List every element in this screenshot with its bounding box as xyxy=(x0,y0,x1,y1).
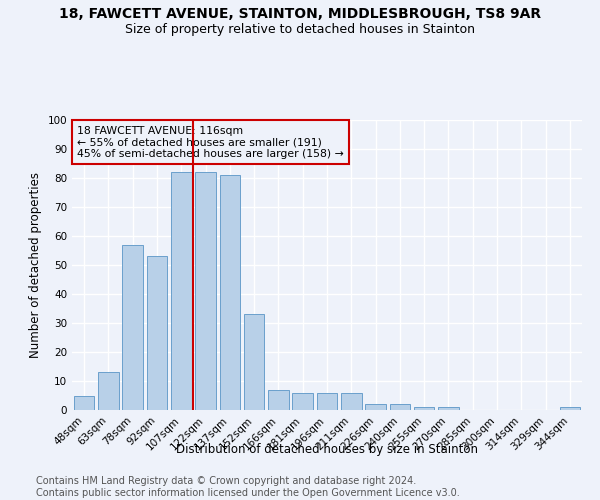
Text: 18, FAWCETT AVENUE, STAINTON, MIDDLESBROUGH, TS8 9AR: 18, FAWCETT AVENUE, STAINTON, MIDDLESBRO… xyxy=(59,8,541,22)
Y-axis label: Number of detached properties: Number of detached properties xyxy=(29,172,42,358)
Text: 18 FAWCETT AVENUE: 116sqm
← 55% of detached houses are smaller (191)
45% of semi: 18 FAWCETT AVENUE: 116sqm ← 55% of detac… xyxy=(77,126,344,159)
Bar xyxy=(560,407,580,410)
Bar xyxy=(268,390,289,410)
Bar xyxy=(438,407,459,410)
Bar xyxy=(220,175,240,410)
Bar xyxy=(389,404,410,410)
Bar xyxy=(292,392,313,410)
Text: Distribution of detached houses by size in Stainton: Distribution of detached houses by size … xyxy=(176,442,478,456)
Text: Size of property relative to detached houses in Stainton: Size of property relative to detached ho… xyxy=(125,22,475,36)
Bar xyxy=(341,392,362,410)
Bar xyxy=(414,407,434,410)
Bar xyxy=(122,244,143,410)
Bar xyxy=(244,314,265,410)
Bar xyxy=(365,404,386,410)
Bar xyxy=(171,172,191,410)
Bar xyxy=(74,396,94,410)
Bar xyxy=(98,372,119,410)
Bar xyxy=(195,172,216,410)
Bar xyxy=(317,392,337,410)
Bar xyxy=(146,256,167,410)
Text: Contains HM Land Registry data © Crown copyright and database right 2024.
Contai: Contains HM Land Registry data © Crown c… xyxy=(36,476,460,498)
